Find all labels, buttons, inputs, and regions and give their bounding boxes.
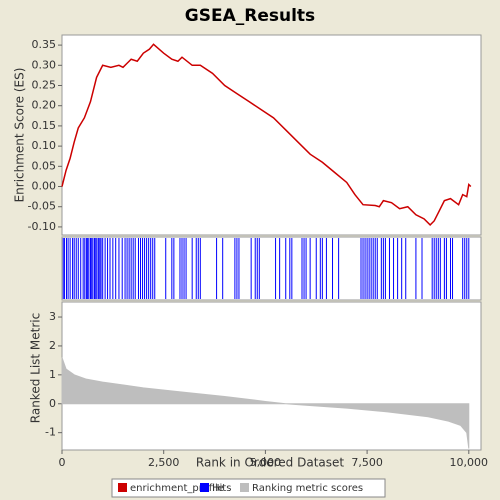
y-tick-label: 0.15 — [32, 119, 57, 132]
x-tick-label: 5,000 — [250, 456, 282, 469]
y-axis-label: Ranked List Metric — [29, 313, 43, 423]
legend-label: enrichment_profile — [130, 483, 224, 494]
plot-area — [61, 301, 482, 451]
legend-label: Ranking metric scores — [252, 483, 363, 494]
x-tick-label: 0 — [59, 456, 66, 469]
y-axis-label: Enrichment Score (ES) — [13, 68, 27, 203]
y-tick-label: 1 — [49, 368, 56, 381]
y-tick-label: 0.35 — [32, 38, 57, 51]
y-tick-label: 0 — [49, 397, 56, 410]
legend-label: Hits — [212, 483, 231, 494]
x-tick-label: 7,500 — [351, 456, 383, 469]
x-axis-label: Rank in Ordered Dataset — [196, 456, 344, 470]
plot-area — [61, 236, 482, 301]
y-tick-label: 0.10 — [32, 139, 57, 152]
y-tick-label: 2 — [49, 339, 56, 352]
legend-swatch — [200, 483, 209, 492]
y-tick-label: 3 — [49, 310, 56, 323]
y-tick-label: -0.05 — [28, 200, 56, 213]
plot-area — [61, 34, 482, 236]
y-tick-label: -1 — [45, 426, 56, 439]
y-tick-label: 0.25 — [32, 79, 57, 92]
legend-swatch — [118, 483, 127, 492]
metric-area — [61, 357, 470, 449]
es-line — [61, 43, 472, 226]
x-tick-label: 2,500 — [148, 456, 180, 469]
legend-swatch — [240, 483, 249, 492]
y-tick-label: 0.20 — [32, 99, 57, 112]
y-tick-label: 0.30 — [32, 58, 57, 71]
x-tick-label: 10,000 — [450, 456, 489, 469]
y-tick-label: -0.10 — [28, 220, 56, 233]
chart-title: GSEA_Results — [185, 6, 315, 26]
y-tick-label: 0.05 — [32, 159, 57, 172]
y-tick-label: 0.00 — [32, 180, 57, 193]
